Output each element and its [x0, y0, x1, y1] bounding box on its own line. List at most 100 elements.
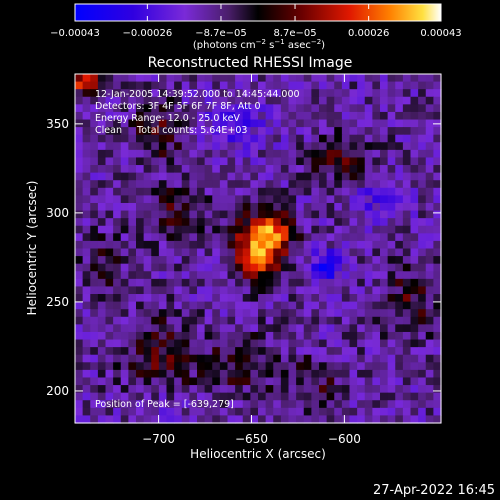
heatmap-cell	[410, 339, 419, 348]
heatmap-cell	[204, 195, 213, 204]
heatmap-cell	[250, 248, 259, 257]
heatmap-cell	[372, 187, 381, 196]
heatmap-cell	[158, 309, 168, 318]
heatmap-cell	[235, 104, 244, 113]
heatmap-cell	[341, 240, 351, 250]
heatmap-cell	[235, 407, 244, 417]
heatmap-cell	[372, 225, 381, 234]
heatmap-cell	[136, 149, 145, 159]
heatmap-cell	[113, 111, 122, 121]
heatmap-cell	[250, 407, 259, 417]
heatmap-cell	[204, 362, 213, 371]
heatmap-cell	[280, 362, 290, 371]
heatmap-cell	[75, 142, 84, 151]
heatmap-cell	[326, 165, 335, 174]
heatmap-cell	[136, 195, 145, 204]
heatmap-cell	[105, 142, 114, 151]
heatmap-cell	[319, 187, 328, 196]
heatmap-cell	[349, 339, 358, 348]
heatmap-cell	[166, 256, 175, 265]
heatmap-cell	[174, 392, 183, 401]
heatmap-cell	[311, 301, 320, 310]
heatmap-cell	[82, 369, 91, 379]
heatmap-cell	[380, 324, 389, 333]
heatmap-cell	[280, 127, 290, 136]
heatmap-cell	[296, 157, 305, 166]
heatmap-cell	[387, 369, 396, 379]
heatmap-cell	[303, 271, 312, 280]
heatmap-cell	[212, 362, 221, 371]
heatmap-cell	[273, 180, 282, 189]
heatmap-cell	[97, 104, 107, 113]
heatmap-cell	[288, 271, 297, 280]
heatmap-cell	[189, 210, 198, 219]
heatmap-cell	[326, 187, 335, 196]
heatmap-cell	[288, 369, 297, 379]
heatmap-cell	[380, 256, 389, 265]
heatmap-cell	[90, 111, 99, 121]
heatmap-cell	[128, 157, 137, 166]
heatmap-cell	[82, 248, 91, 257]
heatmap-cell	[82, 415, 91, 424]
heatmap-cell	[372, 331, 381, 341]
heatmap-cell	[181, 362, 190, 371]
heatmap-cell	[311, 331, 320, 341]
heatmap-cell	[189, 180, 198, 189]
heatmap-cell	[303, 248, 312, 257]
heatmap-cell	[97, 165, 107, 174]
heatmap-cell	[387, 385, 396, 394]
heatmap-cell	[341, 142, 351, 151]
heatmap-cell	[303, 210, 312, 219]
heatmap-cell	[136, 111, 145, 121]
heatmap-cell	[143, 362, 152, 371]
heatmap-cell	[258, 263, 267, 272]
heatmap-cell	[372, 377, 381, 386]
heatmap-cell	[402, 278, 412, 288]
heatmap-cell	[418, 127, 427, 136]
heatmap-cell	[334, 187, 343, 196]
heatmap-cell	[227, 127, 236, 136]
heatmap-cell	[151, 392, 160, 401]
heatmap-cell	[372, 142, 381, 151]
heatmap-cell	[181, 324, 190, 333]
heatmap-cell	[219, 263, 229, 272]
heatmap-cell	[204, 218, 213, 227]
heatmap-cell	[372, 149, 381, 159]
heatmap-cell	[197, 278, 206, 288]
heatmap-cell	[433, 96, 442, 105]
heatmap-cell	[395, 74, 404, 83]
heatmap-cell	[227, 233, 236, 242]
heatmap-cell	[265, 301, 274, 310]
heatmap-cell	[212, 271, 221, 280]
heatmap-cell	[97, 202, 107, 212]
heatmap-cell	[280, 400, 290, 409]
heatmap-cell	[341, 248, 351, 257]
heatmap-cell	[280, 142, 290, 151]
heatmap-cell	[174, 127, 183, 136]
heatmap-cell	[326, 415, 335, 424]
heatmap-cell	[158, 316, 168, 325]
heatmap-cell	[372, 104, 381, 113]
heatmap-cell	[204, 347, 213, 356]
heatmap-cell	[402, 233, 412, 242]
heatmap-cell	[197, 316, 206, 325]
heatmap-cell	[82, 225, 91, 234]
heatmap-cell	[265, 142, 274, 151]
heatmap-cell	[158, 286, 168, 295]
heatmap-cell	[197, 415, 206, 424]
heatmap-cell	[402, 392, 412, 401]
heatmap-cell	[75, 362, 84, 371]
heatmap-cell	[75, 81, 84, 90]
heatmap-cell	[227, 294, 236, 303]
heatmap-cell	[174, 142, 183, 151]
heatmap-cell	[143, 385, 152, 394]
heatmap-cell	[402, 104, 412, 113]
heatmap-cell	[181, 400, 190, 409]
heatmap-cell	[425, 392, 434, 401]
heatmap-cell	[296, 294, 305, 303]
heatmap-cell	[425, 354, 434, 363]
heatmap-cell	[212, 149, 221, 159]
heatmap-cell	[143, 400, 152, 409]
heatmap-cell	[326, 104, 335, 113]
heatmap-cell	[166, 172, 175, 181]
